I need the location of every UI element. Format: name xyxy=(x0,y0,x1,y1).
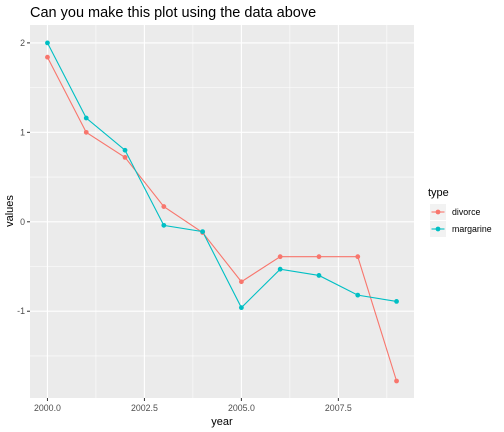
data-point-divorce xyxy=(45,54,50,60)
data-point-divorce xyxy=(161,204,167,209)
data-point-margarine xyxy=(200,229,206,235)
y-tick-label: 0 xyxy=(20,217,25,227)
data-point-margarine xyxy=(394,298,399,304)
data-point-divorce xyxy=(316,254,322,260)
data-point-margarine xyxy=(238,305,244,311)
legend-items: divorce margarine xyxy=(430,204,492,237)
data-point-margarine xyxy=(83,115,89,121)
grid xyxy=(30,25,414,398)
y-axis-title: values xyxy=(4,195,16,227)
data-point-margarine xyxy=(45,40,50,46)
legend: type divorce margarine xyxy=(428,187,492,237)
x-axis-ticks: 2000.0 2002.5 2005.0 2007.5 xyxy=(34,398,352,413)
x-axis-title: year xyxy=(211,416,233,428)
series-group xyxy=(45,40,399,384)
plot-panel xyxy=(30,25,414,398)
data-point-divorce xyxy=(355,254,361,260)
chart-title: Can you make this plot using the data ab… xyxy=(30,5,316,21)
data-point-divorce xyxy=(277,254,283,260)
series-line-margarine xyxy=(46,42,397,309)
y-tick-label: 1 xyxy=(20,127,25,137)
data-point-margarine xyxy=(161,222,167,228)
x-tick-label: 2002.5 xyxy=(131,403,158,413)
data-point-divorce xyxy=(83,129,89,135)
legend-label: margarine xyxy=(452,224,492,234)
legend-key-point xyxy=(435,209,441,215)
data-point-margarine xyxy=(355,292,361,298)
data-point-divorce xyxy=(122,154,128,160)
series-line-divorce xyxy=(46,56,398,382)
data-point-divorce xyxy=(238,279,244,285)
x-tick-label: 2007.5 xyxy=(325,403,352,413)
y-axis-ticks: -1 0 1 2 xyxy=(17,38,30,316)
data-point-divorce xyxy=(394,378,399,384)
x-tick-label: 2005.0 xyxy=(228,403,255,413)
y-tick-label: -1 xyxy=(17,306,25,316)
y-tick-label: 2 xyxy=(20,38,25,48)
legend-title: type xyxy=(428,187,449,199)
x-tick-label: 2000.0 xyxy=(34,403,61,413)
data-point-margarine xyxy=(122,147,128,153)
legend-key-point xyxy=(435,226,441,232)
data-point-margarine xyxy=(277,266,283,272)
data-point-margarine xyxy=(316,273,322,278)
legend-label: divorce xyxy=(452,207,480,217)
